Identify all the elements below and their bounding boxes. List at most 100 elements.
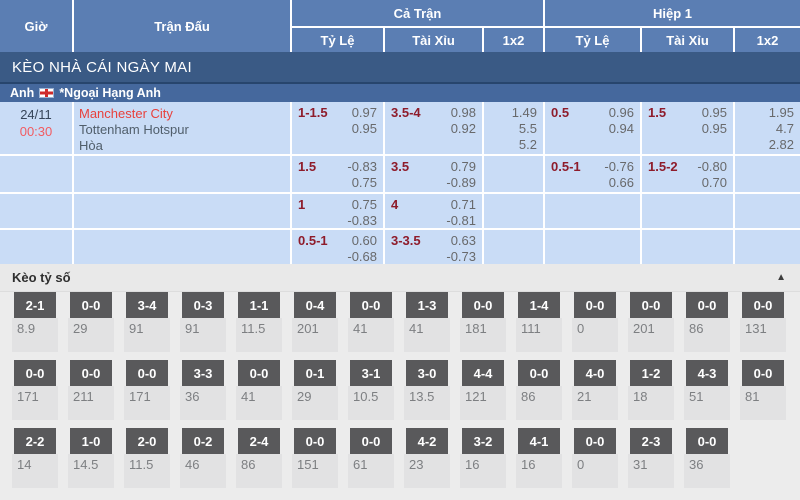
score-box[interactable]: 0-0 0 xyxy=(572,292,618,352)
odds-value[interactable]: 0.70 xyxy=(701,175,727,190)
league-bar[interactable]: Anh *Ngoại Hạng Anh xyxy=(0,82,800,102)
score-box[interactable]: 1-4 111 xyxy=(516,292,562,352)
score-box[interactable]: 4-2 23 xyxy=(404,428,450,488)
score-box[interactable]: 0-3 91 xyxy=(180,292,226,352)
score-box[interactable]: 4-4 121 xyxy=(460,360,506,420)
odds-cell-h1-handicap-2[interactable]: 0.5-1 -0.76 0.66 xyxy=(545,156,640,192)
score-box[interactable]: 0-4 201 xyxy=(292,292,338,352)
score-box[interactable]: 0-0 86 xyxy=(684,292,730,352)
odds-value[interactable]: 0.97 xyxy=(351,105,377,120)
odds-value[interactable]: 1.49 xyxy=(511,105,537,120)
odds-value[interactable]: 5.5 xyxy=(518,121,537,136)
score-box[interactable]: 2-4 86 xyxy=(236,428,282,488)
odds-value[interactable]: -0.83 xyxy=(347,213,377,228)
score-box[interactable]: 0-0 131 xyxy=(740,292,786,352)
score-box[interactable]: 2-0 11.5 xyxy=(124,428,170,488)
odds-cell-ft-overunder-3[interactable]: 4 0.71 -0.81 xyxy=(385,194,482,228)
odds-value[interactable]: -0.89 xyxy=(446,175,476,190)
score-box[interactable]: 0-1 29 xyxy=(292,360,338,420)
odds-value[interactable]: 1.95 xyxy=(768,105,794,120)
home-team[interactable]: Manchester City xyxy=(79,106,173,121)
odds-value[interactable]: 0.75 xyxy=(351,197,377,212)
odds-cell-ft-handicap-4[interactable]: 0.5-1 0.60 -0.68 xyxy=(292,230,383,264)
score-box[interactable]: 0-2 46 xyxy=(180,428,226,488)
away-team[interactable]: Tottenham Hotspur xyxy=(79,122,189,137)
odds-cell-h1-handicap-1[interactable]: 0.5 0.96 0.94 xyxy=(545,102,640,154)
odds-value[interactable]: -0.76 xyxy=(604,159,634,174)
odds-value[interactable]: 0.60 xyxy=(351,233,377,248)
odds-value[interactable]: 0.66 xyxy=(608,175,634,190)
odds-cell-ft-overunder-4[interactable]: 3-3.5 0.63 -0.73 xyxy=(385,230,482,264)
odds-value[interactable]: -0.80 xyxy=(697,159,727,174)
odds-cell-h1-1x2-1[interactable]: 1.95 4.7 2.82 xyxy=(735,102,800,154)
odds-value[interactable]: 4.7 xyxy=(775,121,794,136)
score-box[interactable]: 0-0 171 xyxy=(124,360,170,420)
score-box[interactable]: 0-0 151 xyxy=(292,428,338,488)
odds-value[interactable]: 2.82 xyxy=(768,137,794,152)
odds-cell-ft-1x2-1[interactable]: 1.49 5.5 5.2 xyxy=(484,102,543,154)
odds-cell-h1-overunder-1[interactable]: 1.5 0.95 0.95 xyxy=(642,102,733,154)
score-odds-value: 86 xyxy=(236,454,282,488)
odds-value[interactable]: 0.63 xyxy=(450,233,476,248)
score-box[interactable]: 3-3 36 xyxy=(180,360,226,420)
triangle-up-icon[interactable]: ▲ xyxy=(776,271,786,283)
odds-value[interactable]: 0.79 xyxy=(450,159,476,174)
league-name: *Ngoại Hạng Anh xyxy=(59,86,161,100)
score-box[interactable]: 0-0 181 xyxy=(460,292,506,352)
odds-cell-h1-overunder-2[interactable]: 1.5-2 -0.80 0.70 xyxy=(642,156,733,192)
score-box[interactable]: 0-0 41 xyxy=(348,292,394,352)
odds-value[interactable]: 0.95 xyxy=(351,121,377,136)
odds-cell-ft-overunder-1[interactable]: 3.5-4 0.98 0.92 xyxy=(385,102,482,154)
odds-cell-ft-overunder-2[interactable]: 3.5 0.79 -0.89 xyxy=(385,156,482,192)
score-box[interactable]: 0-0 211 xyxy=(68,360,114,420)
score-box[interactable]: 3-0 13.5 xyxy=(404,360,450,420)
score-box[interactable]: 0-0 171 xyxy=(12,360,58,420)
score-badge: 0-0 xyxy=(574,292,616,318)
odds-value[interactable]: 0.95 xyxy=(701,121,727,136)
score-box[interactable]: 3-4 91 xyxy=(124,292,170,352)
odds-value[interactable]: -0.81 xyxy=(446,213,476,228)
score-odds-value: 16 xyxy=(516,454,562,488)
score-box[interactable]: 4-0 21 xyxy=(572,360,618,420)
odds-value[interactable]: -0.68 xyxy=(347,249,377,264)
score-box[interactable]: 4-1 16 xyxy=(516,428,562,488)
score-badge: 0-4 xyxy=(294,292,336,318)
odds-value[interactable]: -0.73 xyxy=(446,249,476,264)
odds-cell-ft-handicap-3[interactable]: 1 0.75 -0.83 xyxy=(292,194,383,228)
score-box[interactable]: 3-1 10.5 xyxy=(348,360,394,420)
odds-value[interactable]: 0.95 xyxy=(701,105,727,120)
score-box[interactable]: 1-0 14.5 xyxy=(68,428,114,488)
score-box[interactable]: 0-0 86 xyxy=(516,360,562,420)
score-box[interactable]: 1-2 18 xyxy=(628,360,674,420)
score-box[interactable]: 2-3 31 xyxy=(628,428,674,488)
score-box[interactable]: 0-0 201 xyxy=(628,292,674,352)
correct-score-header[interactable]: Kèo tỷ số ▲ xyxy=(0,264,800,292)
score-box[interactable]: 3-2 16 xyxy=(460,428,506,488)
score-box[interactable]: 0-0 0 xyxy=(572,428,618,488)
score-box[interactable]: 0-0 36 xyxy=(684,428,730,488)
score-badge: 0-0 xyxy=(70,360,112,386)
odds-cell-ft-handicap-1[interactable]: 1-1.5 0.97 0.95 xyxy=(292,102,383,154)
odds-value[interactable]: 5.2 xyxy=(518,137,537,152)
odds-cell-ft-handicap-2[interactable]: 1.5 -0.83 0.75 xyxy=(292,156,383,192)
odds-value[interactable]: 0.94 xyxy=(608,121,634,136)
score-box[interactable]: 0-0 61 xyxy=(348,428,394,488)
handicap-line: 0.5-1 xyxy=(298,233,328,248)
odds-value[interactable]: 0.71 xyxy=(450,197,476,212)
score-box[interactable]: 1-1 11.5 xyxy=(236,292,282,352)
odds-value[interactable]: -0.83 xyxy=(347,159,377,174)
score-box[interactable]: 0-0 81 xyxy=(740,360,786,420)
score-box[interactable]: 2-2 14 xyxy=(12,428,58,488)
score-box[interactable]: 2-1 8.9 xyxy=(12,292,58,352)
match-teams-cell[interactable]: Manchester City Tottenham Hotspur Hòa xyxy=(74,102,290,154)
score-odds-value: 91 xyxy=(180,318,226,352)
odds-value[interactable]: 0.96 xyxy=(608,105,634,120)
score-box[interactable]: 4-3 51 xyxy=(684,360,730,420)
score-box[interactable]: 1-3 41 xyxy=(404,292,450,352)
odds-value[interactable]: 0.92 xyxy=(450,121,476,136)
odds-value[interactable]: 0.98 xyxy=(450,105,476,120)
col-header-full-time: Cả Trận xyxy=(292,0,543,26)
score-box[interactable]: 0-0 29 xyxy=(68,292,114,352)
score-box[interactable]: 0-0 41 xyxy=(236,360,282,420)
odds-value[interactable]: 0.75 xyxy=(351,175,377,190)
